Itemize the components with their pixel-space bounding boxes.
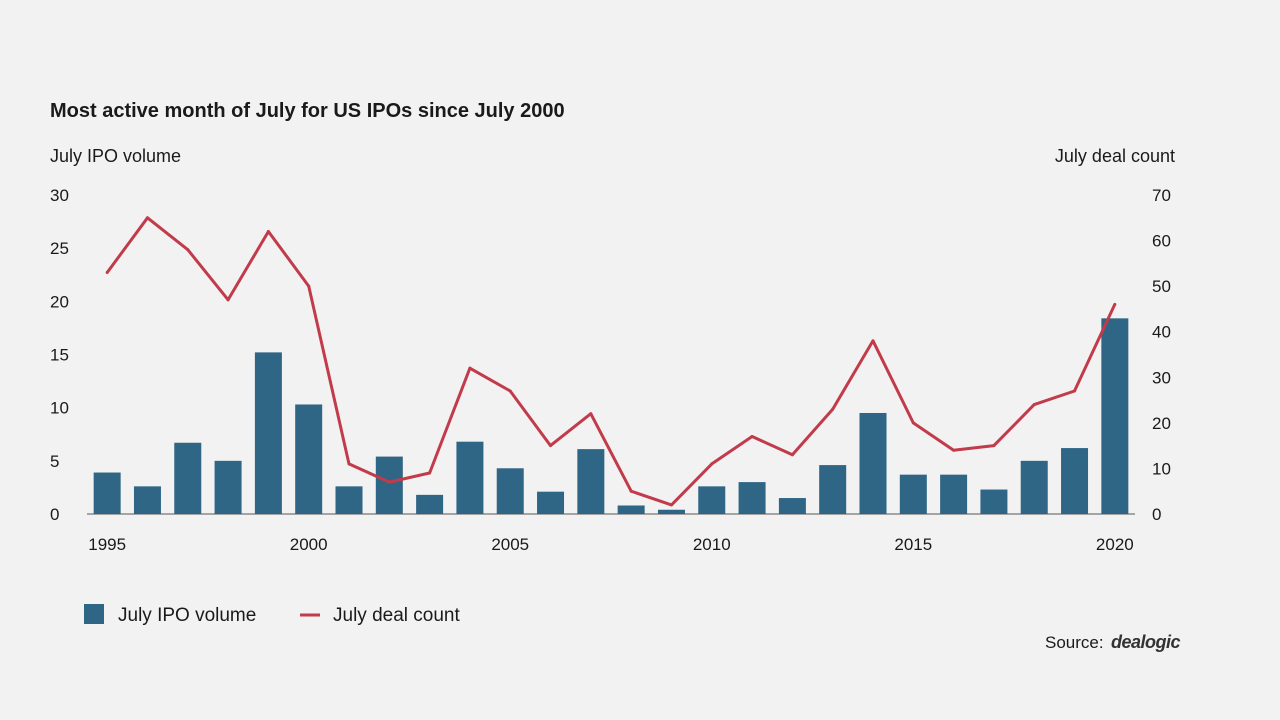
right-tick-label: 40	[1152, 323, 1171, 342]
deal-count-point-2009	[669, 503, 673, 507]
deal-count-point-2011	[750, 435, 754, 439]
left-tick-label: 25	[50, 239, 69, 258]
left-tick-label: 15	[50, 346, 69, 365]
deal-count-point-2004	[468, 366, 472, 370]
bar-2017	[980, 489, 1008, 514]
deal-count-point-2010	[710, 462, 714, 466]
source-label: Source:	[1045, 633, 1104, 652]
x-tick-label: 1995	[88, 535, 126, 554]
deal-count-point-2016	[952, 448, 956, 452]
deal-count-line	[105, 216, 1117, 507]
left-axis-title: July IPO volume	[50, 146, 181, 166]
source: Source: dealogic	[1045, 632, 1181, 652]
chart-title: Most active month of July for US IPOs si…	[50, 100, 565, 122]
x-tick-label: 2010	[693, 535, 731, 554]
bar-1995	[93, 472, 121, 514]
bar-2020	[1101, 318, 1129, 514]
bar-2006	[537, 491, 565, 514]
deal-count-point-2002	[387, 480, 391, 484]
bar-2004	[456, 441, 484, 514]
right-tick-label: 70	[1152, 186, 1171, 205]
left-axis-ticks: 0 5 10 15 20 25 30	[50, 186, 69, 524]
right-tick-label: 50	[1152, 277, 1171, 296]
right-axis-ticks: 0 10 20 30 40 50 60 70	[1152, 186, 1171, 524]
deal-count-point-2000	[307, 284, 311, 288]
legend: July IPO volume July deal count	[84, 604, 460, 626]
right-tick-label: 30	[1152, 368, 1171, 387]
bar-2005	[496, 468, 524, 514]
deal-count-point-1998	[226, 298, 230, 302]
bar-2003	[416, 494, 444, 514]
bar-1996	[133, 486, 161, 514]
deal-count-point-2015	[911, 421, 915, 425]
x-tick-label: 2005	[491, 535, 529, 554]
bar-2013	[819, 465, 847, 514]
deal-count-point-2007	[589, 412, 593, 416]
x-tick-label: 2020	[1096, 535, 1134, 554]
bar-1997	[174, 442, 202, 514]
right-tick-label: 10	[1152, 459, 1171, 478]
bar-2007	[577, 449, 605, 514]
bar-2008	[617, 505, 645, 514]
deal-count-point-2017	[992, 444, 996, 448]
deal-count-point-2019	[1073, 389, 1077, 393]
bar-2019	[1061, 448, 1089, 514]
legend-label-volume: July IPO volume	[118, 605, 256, 626]
deal-count-point-2008	[629, 489, 633, 493]
right-axis-title: July deal count	[1055, 146, 1175, 166]
line-series	[105, 216, 1117, 507]
deal-count-point-2006	[549, 444, 553, 448]
deal-count-point-2001	[347, 462, 351, 466]
left-tick-label: 10	[50, 399, 69, 418]
bar-2001	[335, 486, 363, 514]
bar-2010	[698, 486, 726, 514]
bar-series	[93, 318, 1129, 514]
deal-count-point-2014	[871, 339, 875, 343]
left-tick-label: 30	[50, 186, 69, 205]
x-tick-label: 2000	[290, 535, 328, 554]
bar-2016	[940, 474, 968, 514]
deal-count-point-1995	[105, 270, 109, 274]
deal-count-point-2012	[790, 453, 794, 457]
deal-count-point-2005	[508, 389, 512, 393]
deal-count-point-1997	[186, 248, 190, 252]
x-tick-label: 2015	[894, 535, 932, 554]
deal-count-point-2003	[428, 471, 432, 475]
bar-2011	[738, 482, 766, 514]
bar-1998	[214, 460, 242, 514]
dealogic-logo: dealogic	[1111, 632, 1181, 652]
right-tick-label: 0	[1152, 505, 1161, 524]
deal-count-point-1999	[266, 229, 270, 233]
bar-2002	[375, 456, 403, 514]
left-tick-label: 20	[50, 292, 69, 311]
deal-count-point-2013	[831, 407, 835, 411]
bar-2018	[1020, 460, 1048, 514]
bar-1999	[254, 352, 282, 514]
legend-label-deal-count: July deal count	[333, 605, 460, 626]
bar-2000	[295, 404, 323, 514]
deal-count-point-2020	[1113, 302, 1117, 306]
x-axis-ticks: 1995 2000 2005 2010 2015 2020	[88, 535, 1134, 554]
legend-swatch-volume	[84, 604, 104, 624]
right-tick-label: 60	[1152, 232, 1171, 251]
left-tick-label: 0	[50, 505, 59, 524]
bar-2014	[859, 412, 887, 514]
right-tick-label: 20	[1152, 414, 1171, 433]
bar-2015	[899, 474, 927, 514]
left-tick-label: 5	[50, 452, 59, 471]
deal-count-point-2018	[1032, 403, 1036, 407]
bar-2012	[778, 498, 806, 514]
deal-count-point-1996	[145, 216, 149, 220]
bar-2009	[657, 509, 685, 514]
